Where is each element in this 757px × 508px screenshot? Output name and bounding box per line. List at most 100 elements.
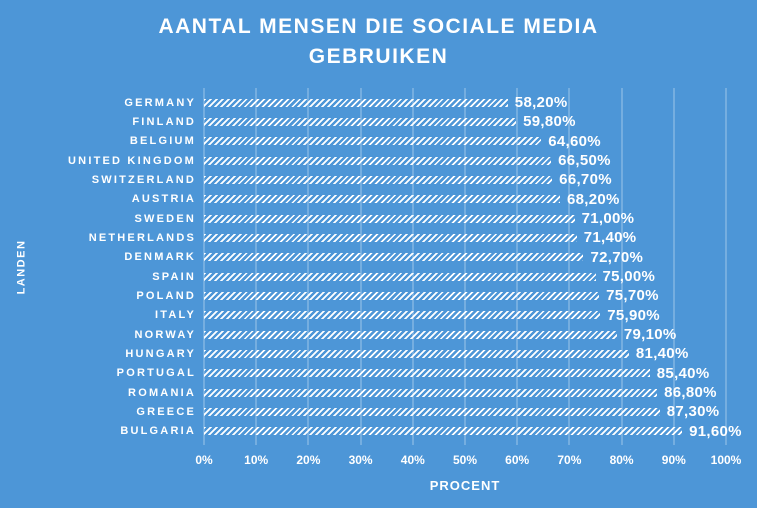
bar-track: 72,70% bbox=[204, 248, 726, 267]
bar bbox=[204, 388, 658, 397]
gridline bbox=[568, 88, 570, 445]
value-label: 85,40% bbox=[656, 364, 710, 382]
bar bbox=[204, 369, 650, 378]
bar bbox=[204, 349, 629, 358]
x-tick-label: 40% bbox=[400, 453, 425, 467]
value-label: 59,80% bbox=[523, 113, 576, 131]
x-tick-label: 90% bbox=[661, 453, 686, 467]
value-label: 81,40% bbox=[635, 345, 689, 363]
category-label: FINLAND bbox=[132, 115, 196, 128]
bar-track: 68,20% bbox=[204, 190, 726, 209]
category-label: HUNGARY bbox=[125, 347, 196, 360]
gridline bbox=[621, 88, 623, 445]
bar bbox=[204, 117, 517, 126]
bar bbox=[204, 427, 683, 436]
chart-row: ROMANIA 86,80% bbox=[0, 383, 726, 402]
chart-row: AUSTRIA 68,20% bbox=[0, 190, 726, 209]
x-tick-label: 70% bbox=[557, 453, 582, 467]
chart-row: GREECE 87,30% bbox=[0, 402, 726, 421]
category-label: AUSTRIA bbox=[131, 193, 196, 206]
x-tick-label: 0% bbox=[195, 453, 213, 467]
plot-area bbox=[203, 88, 727, 445]
x-axis-ticks: 0% 10% 20% 30% 40% 50% 60% 70% 80% 90% 100% bbox=[195, 453, 741, 471]
bar-track: 64,60% bbox=[204, 132, 726, 151]
value-label: 71,00% bbox=[581, 210, 635, 228]
category-label: NORWAY bbox=[134, 328, 196, 341]
gridline bbox=[412, 88, 414, 445]
chart-title: AANTAL MENSEN DIE SOCIALE MEDIA GEBRUIKE… bbox=[158, 15, 599, 69]
chart-row: POLAND 75,70% bbox=[0, 286, 726, 305]
gridline bbox=[464, 88, 466, 445]
category-label: UNITED KINGDOM bbox=[68, 154, 196, 167]
gridline bbox=[360, 88, 362, 445]
x-tick-label: 80% bbox=[609, 453, 634, 467]
value-label: 87,30% bbox=[666, 403, 720, 421]
bar bbox=[204, 272, 596, 281]
gridline bbox=[516, 88, 518, 445]
value-label: 72,70% bbox=[590, 248, 644, 266]
chart-row: BELGIUM 64,60% bbox=[0, 132, 726, 151]
bar-track: 91,60% bbox=[204, 422, 742, 441]
chart-row: NETHERLANDS 71,40% bbox=[0, 228, 726, 247]
chart-row: SPAIN 75,00% bbox=[0, 267, 726, 286]
value-label: 66,70% bbox=[559, 171, 612, 189]
value-label: 91,60% bbox=[689, 422, 742, 440]
bar-track: 71,00% bbox=[204, 209, 726, 228]
bar bbox=[204, 175, 553, 184]
value-label: 75,00% bbox=[602, 268, 656, 286]
bar bbox=[204, 291, 600, 300]
bar bbox=[204, 253, 584, 262]
gridline bbox=[725, 88, 727, 445]
bar-track: 66,70% bbox=[204, 170, 726, 189]
bar bbox=[204, 195, 560, 204]
category-label: DENMARK bbox=[124, 251, 196, 264]
bar-track: 59,80% bbox=[204, 112, 726, 131]
category-label: SPAIN bbox=[152, 270, 196, 283]
category-label: ITALY bbox=[155, 309, 196, 322]
bar bbox=[204, 233, 577, 242]
value-label: 64,60% bbox=[548, 132, 601, 150]
bar bbox=[204, 407, 660, 416]
bar-track: 75,70% bbox=[204, 286, 726, 305]
value-label: 75,70% bbox=[606, 287, 659, 305]
category-label: GREECE bbox=[136, 405, 196, 418]
bar bbox=[204, 137, 542, 146]
value-label: 68,20% bbox=[567, 190, 620, 208]
bar-track: 81,40% bbox=[204, 344, 726, 363]
chart-row: UNITED KINGDOM 66,50% bbox=[0, 151, 726, 170]
category-label: POLAND bbox=[136, 289, 196, 302]
value-label: 66,50% bbox=[558, 152, 611, 170]
category-label: SWITZERLAND bbox=[91, 173, 196, 186]
bar bbox=[204, 214, 575, 223]
x-tick-label: 100% bbox=[710, 453, 742, 467]
bar bbox=[204, 156, 552, 165]
value-label: 86,80% bbox=[664, 384, 717, 402]
bar bbox=[204, 330, 617, 339]
bar-track: 75,00% bbox=[204, 267, 726, 286]
chart-row: SWEDEN 71,00% bbox=[0, 209, 726, 228]
bar-track: 66,50% bbox=[204, 151, 726, 170]
bar-track: 58,20% bbox=[204, 93, 726, 112]
chart-row: ITALY 75,90% bbox=[0, 306, 726, 325]
x-axis-title: PROCENT bbox=[429, 478, 501, 493]
x-tick-label: 60% bbox=[505, 453, 530, 467]
bar-track: 85,40% bbox=[204, 364, 726, 383]
chart-row: PORTUGAL 85,40% bbox=[0, 364, 726, 383]
bar bbox=[204, 311, 601, 320]
chart-row: HUNGARY 81,40% bbox=[0, 344, 726, 363]
category-label: BULGARIA bbox=[120, 425, 196, 438]
gridline bbox=[307, 88, 309, 445]
x-tick-label: 30% bbox=[348, 453, 373, 467]
x-tick-label: 20% bbox=[296, 453, 321, 467]
value-label: 75,90% bbox=[607, 306, 660, 324]
chart-row: GERMANY 58,20% bbox=[0, 93, 726, 112]
chart-rows: GERMANY 58,20% FINLAND 59,80% BELGIUM 64,60% U… bbox=[0, 93, 742, 441]
category-label: BELGIUM bbox=[129, 135, 196, 148]
bar-track: 79,10% bbox=[204, 325, 726, 344]
chart-row: NORWAY 79,10% bbox=[0, 325, 726, 344]
bar bbox=[204, 98, 508, 107]
chart-row: DENMARK 72,70% bbox=[0, 248, 726, 267]
category-label: NETHERLANDS bbox=[88, 231, 196, 244]
chart-row: FINLAND 59,80% bbox=[0, 112, 726, 131]
